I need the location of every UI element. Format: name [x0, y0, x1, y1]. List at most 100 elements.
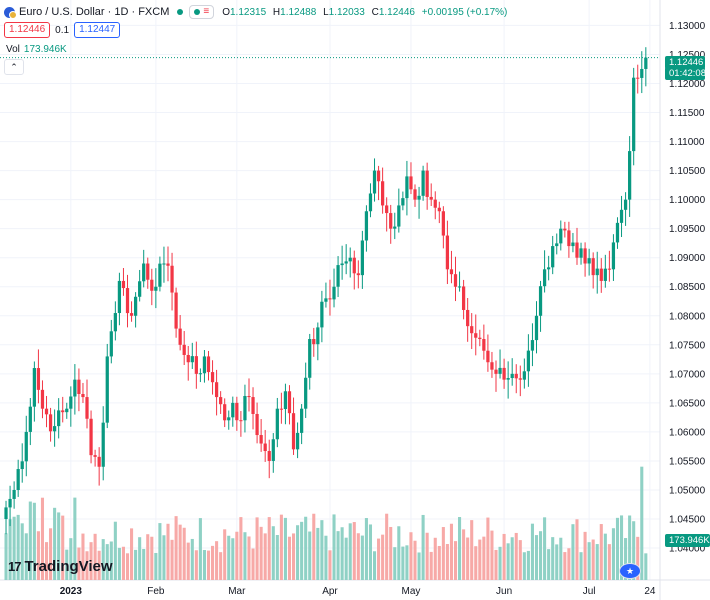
- candle-body: [279, 408, 284, 410]
- y-tick-label: 1.05000: [669, 485, 706, 496]
- volume-bar: [547, 549, 551, 580]
- volume-bar: [551, 537, 555, 580]
- tradingview-logo[interactable]: 17 TradingView: [8, 558, 113, 575]
- candle-body: [352, 257, 356, 274]
- candle-body: [636, 77, 640, 79]
- volume-bar: [360, 535, 364, 580]
- volume-bar: [316, 527, 320, 580]
- high-value: 1.12488: [280, 6, 317, 18]
- candle-body: [372, 170, 377, 194]
- volume-bar: [591, 539, 595, 580]
- close-value: 1.12446: [378, 6, 415, 18]
- volume-bar: [494, 549, 498, 580]
- y-tick-label: 1.11500: [669, 108, 705, 119]
- volume-bar: [190, 538, 194, 580]
- y-tick-label: 1.06000: [669, 427, 706, 438]
- volume-bar: [534, 535, 539, 580]
- y-tick-label: 1.09500: [669, 224, 706, 235]
- trade-buttons: 1.12446 0.1 1.12447: [4, 22, 121, 38]
- volume-bar: [417, 552, 421, 580]
- candle-body: [259, 435, 263, 444]
- volume-bar: [255, 517, 259, 580]
- volume-bar: [16, 514, 20, 580]
- chevron-up-icon: ⌃: [10, 61, 18, 72]
- candle-body: [534, 315, 539, 341]
- volume-bar: [389, 526, 393, 580]
- volume-bar: [595, 544, 599, 580]
- candle-body: [162, 263, 166, 265]
- buy-button[interactable]: 1.12447: [74, 22, 121, 38]
- volume-bar: [510, 537, 514, 580]
- volume-bar: [57, 512, 61, 580]
- volume-bar: [615, 517, 620, 580]
- candle-body: [587, 258, 591, 264]
- candle-body: [77, 379, 81, 394]
- volume-bar: [174, 516, 178, 580]
- high-label: H: [272, 6, 281, 18]
- chart-header: Euro / U.S. Dollar · 1D · FXCM ≡ O1.1231…: [4, 4, 511, 20]
- candle-body: [251, 397, 255, 414]
- sell-button[interactable]: 1.12446: [4, 22, 51, 38]
- volume-bar: [619, 515, 624, 580]
- symbol-title[interactable]: Euro / U.S. Dollar · 1D · FXCM: [19, 6, 170, 18]
- us-flag-icon[interactable]: ★: [619, 563, 641, 579]
- candle-body: [644, 57, 648, 69]
- volume-bar: [441, 527, 445, 580]
- volume-bar: [611, 528, 615, 580]
- open-value: 1.12315: [229, 6, 267, 18]
- volume-bar: [65, 549, 69, 580]
- candle-body: [466, 309, 470, 327]
- candle-body: [563, 228, 567, 231]
- volume-bar: [352, 522, 356, 580]
- volume-bar: [320, 520, 324, 580]
- candle-body: [640, 68, 644, 78]
- candle-body: [255, 413, 259, 436]
- candle-body: [190, 356, 194, 363]
- candle-body: [40, 389, 45, 409]
- x-tick-label: 24: [644, 586, 656, 597]
- volume-bar: [421, 514, 425, 580]
- volume-bar: [4, 533, 8, 580]
- x-tick-label: May: [402, 586, 421, 597]
- volume-bar: [287, 536, 292, 580]
- volume-bar: [97, 550, 101, 580]
- candle-body: [113, 313, 117, 332]
- candle-body: [611, 242, 616, 270]
- candle-body: [61, 410, 65, 413]
- candle-body: [263, 443, 267, 452]
- candle-body: [461, 286, 466, 310]
- volume-bar: [368, 524, 373, 580]
- candle-body: [146, 263, 150, 280]
- volume-bar: [340, 527, 344, 580]
- volume-bar: [377, 538, 381, 580]
- candle-body: [417, 195, 421, 200]
- candle-body: [409, 176, 413, 190]
- volume-bar: [640, 466, 644, 580]
- volume-bar: [44, 542, 49, 580]
- candle-body: [429, 196, 433, 200]
- volume-bar: [267, 517, 271, 580]
- volume-bar: [247, 536, 251, 580]
- volume-bar: [121, 546, 125, 580]
- candle-body: [632, 77, 636, 152]
- candle-body: [300, 408, 304, 433]
- candle-body: [210, 372, 215, 383]
- volume-bar: [142, 548, 146, 580]
- volume-bar: [73, 497, 77, 580]
- candle-body: [12, 489, 16, 499]
- candle-body: [320, 301, 324, 328]
- candle-body: [490, 362, 494, 370]
- candle-body: [368, 193, 373, 212]
- candle-body: [32, 368, 36, 407]
- open-label: O: [222, 6, 230, 18]
- volume-bar: [559, 537, 563, 580]
- collapse-legend-button[interactable]: ⌃: [4, 59, 24, 75]
- y-tick-label: 1.10500: [669, 166, 706, 177]
- volume-bar: [40, 497, 45, 580]
- volume-bar: [632, 521, 636, 580]
- candle-body: [194, 356, 198, 374]
- candle-body: [304, 377, 308, 409]
- candle-body: [376, 170, 381, 182]
- status-pill[interactable]: ≡: [189, 5, 215, 19]
